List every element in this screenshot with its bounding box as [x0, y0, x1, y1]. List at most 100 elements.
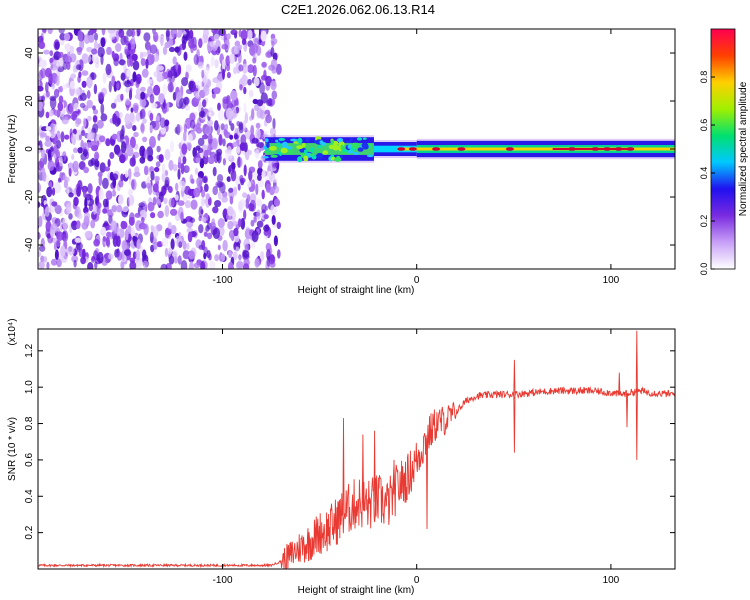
noise-blob [124, 249, 131, 256]
noise-blob [116, 117, 122, 126]
noise-blob [114, 225, 119, 234]
noise-blob [200, 260, 206, 269]
noise-blob [46, 233, 51, 239]
noise-blob [255, 122, 261, 129]
noise-blob [265, 114, 272, 124]
noise-blob [153, 71, 158, 77]
noise-blob [189, 29, 194, 40]
noise-blob [176, 123, 181, 136]
noise-blob [90, 140, 97, 146]
noise-blob [221, 59, 226, 71]
noise-blob [250, 219, 255, 227]
noise-blob [198, 38, 203, 49]
noise-blob [84, 211, 91, 221]
noise-blob [226, 33, 231, 40]
noise-blob [80, 130, 86, 137]
noise-blob [86, 76, 93, 89]
noise-blob [172, 81, 177, 88]
carrier-blob [341, 150, 349, 155]
noise-blob [134, 31, 138, 37]
noise-blob [224, 123, 228, 130]
noise-blob [108, 80, 112, 93]
noise-blob [233, 134, 239, 140]
noise-blob [230, 29, 238, 35]
noise-blob [153, 31, 159, 43]
noise-blob [106, 46, 112, 56]
noise-blob [109, 152, 115, 159]
noise-blob [44, 206, 50, 217]
noise-blob [259, 82, 265, 95]
carrier-peak [505, 147, 514, 151]
noise-blob [131, 179, 135, 190]
colorbar-tick-label: 0.2 [699, 215, 709, 228]
noise-blob [244, 243, 250, 253]
noise-blob [52, 59, 60, 70]
noise-blob [61, 83, 68, 90]
noise-blob [69, 45, 75, 54]
noise-blob [156, 145, 161, 153]
noise-blob [48, 72, 53, 85]
noise-blob [203, 67, 211, 75]
carrier-blob [276, 142, 281, 148]
noise-blob [46, 186, 53, 198]
noise-blob [212, 227, 220, 239]
noise-blob [146, 182, 151, 189]
noise-blob [226, 71, 231, 79]
carrier-blob [266, 142, 270, 148]
noise-blob [129, 157, 136, 167]
noise-blob [110, 102, 117, 109]
noise-blob [86, 46, 93, 53]
noise-blob [75, 242, 83, 251]
noise-blob [139, 209, 147, 221]
noise-blob [98, 174, 103, 186]
noise-blob [128, 89, 133, 101]
noise-blob [38, 160, 44, 171]
noise-blob [40, 237, 45, 249]
noise-blob [269, 127, 277, 137]
noise-blob [135, 249, 141, 261]
noise-blob [96, 119, 104, 129]
noise-blob [53, 88, 60, 98]
noise-blob [265, 75, 272, 87]
noise-blob [97, 46, 105, 58]
noise-blob [243, 209, 247, 220]
noise-blob [140, 91, 146, 100]
noise-blob [66, 188, 70, 195]
noise-blob [184, 200, 191, 209]
noise-blob [94, 151, 100, 161]
noise-blob [47, 149, 52, 159]
noise-blob [106, 231, 112, 238]
noise-blob [124, 170, 129, 178]
noise-blob [124, 80, 132, 88]
carrier-peak [397, 147, 406, 151]
noise-blob [178, 241, 183, 249]
spectrogram-y-ticks: -40 -20 0 20 40 [24, 47, 675, 252]
noise-blob [152, 196, 157, 206]
noise-blob [87, 262, 94, 269]
noise-blob [132, 71, 137, 83]
noise-blob [98, 135, 106, 143]
noise-blob [203, 84, 210, 96]
noise-blob [229, 195, 234, 205]
noise-blob [277, 249, 281, 259]
noise-blob [167, 221, 172, 230]
noise-blob [247, 64, 255, 74]
noise-blob [116, 82, 120, 90]
noise-blob [125, 87, 130, 93]
noise-blob [56, 258, 62, 268]
noise-blob [259, 251, 265, 262]
noise-blob [93, 238, 100, 247]
noise-blob [168, 159, 174, 171]
noise-blob [195, 80, 203, 89]
noise-blob [239, 84, 243, 91]
noise-blob [241, 38, 247, 46]
snr-y-tick-label: 0.2 [24, 525, 35, 539]
noise-blob [220, 123, 225, 131]
noise-blob [189, 217, 195, 223]
carrier-blob [262, 156, 269, 159]
noise-blob [131, 53, 138, 62]
snr-y-tick-label: 1.0 [24, 380, 35, 394]
noise-blob [254, 37, 260, 48]
noise-blob [168, 46, 176, 53]
noise-blob [42, 29, 47, 34]
